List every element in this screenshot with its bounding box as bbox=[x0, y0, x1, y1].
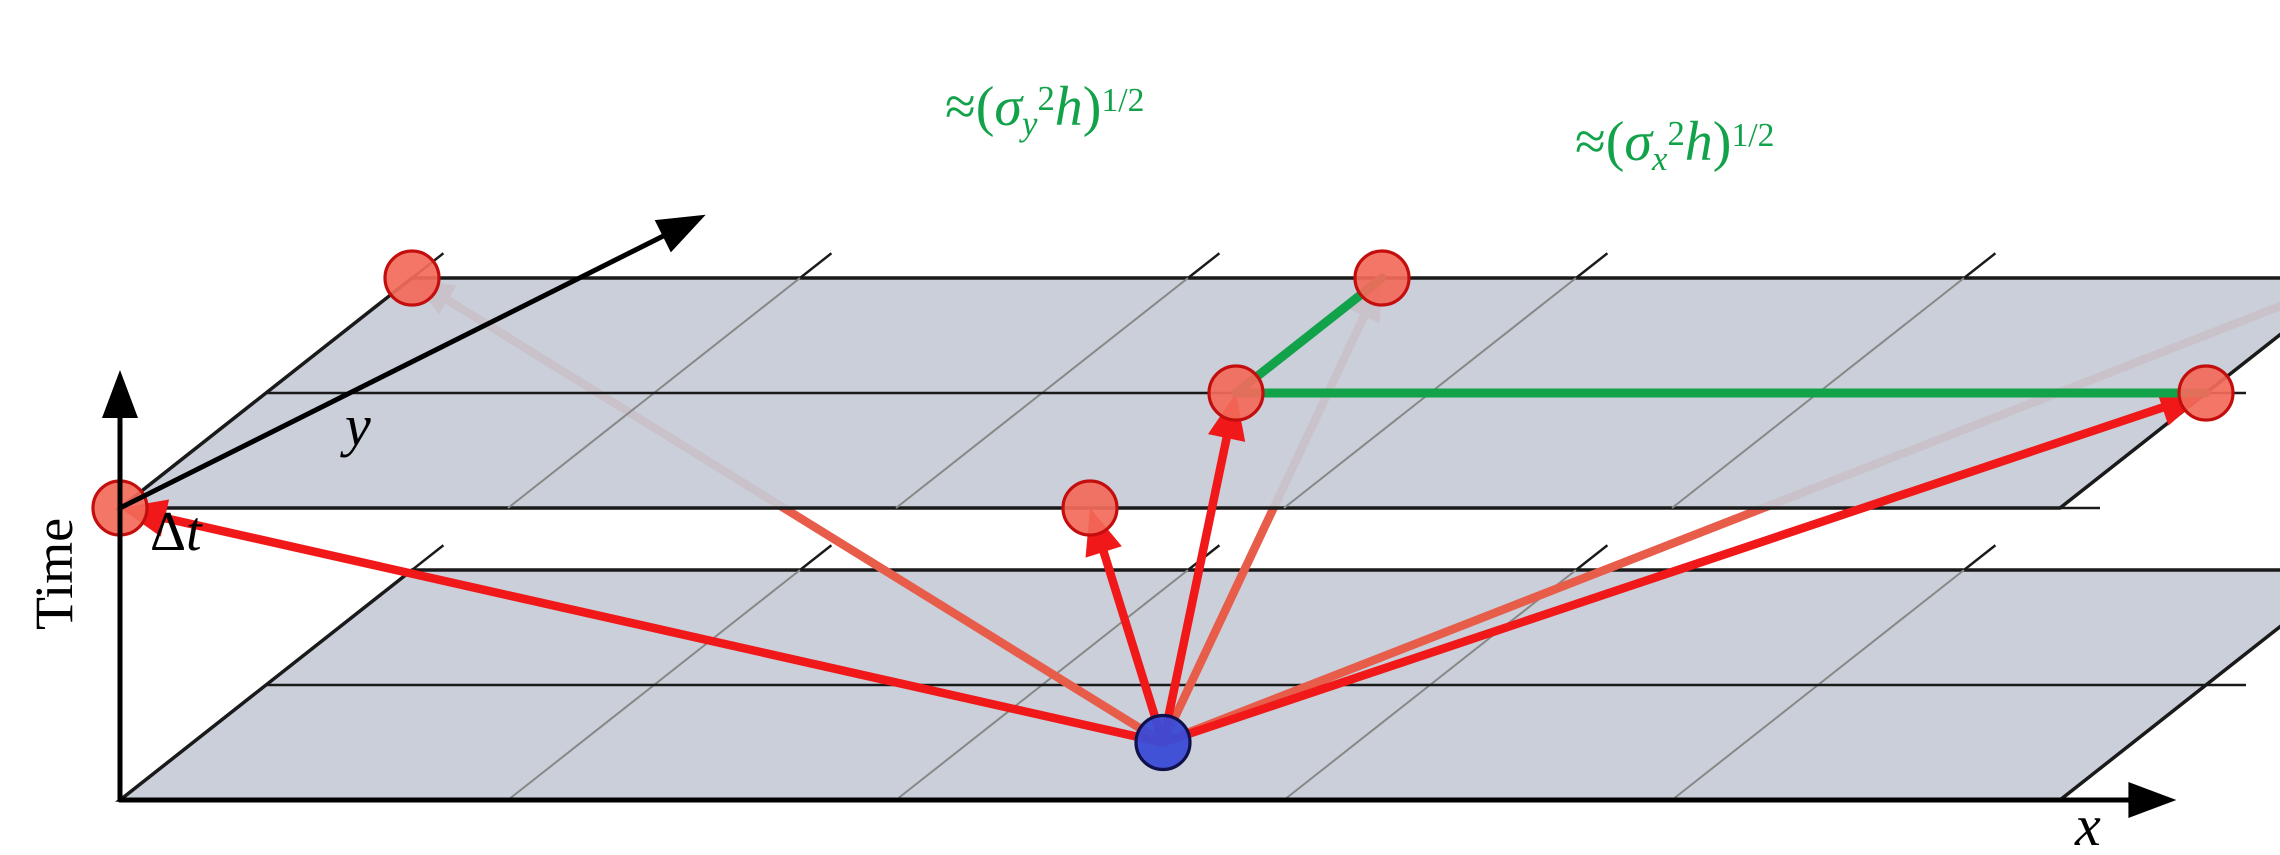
axis-label-y: y bbox=[340, 393, 371, 458]
delta-t-label: Δt bbox=[150, 501, 203, 563]
axis-label-x: x bbox=[2074, 793, 2101, 855]
target-node bbox=[1063, 481, 1117, 535]
grid-plane-level-1 bbox=[120, 253, 2280, 508]
sigma-x-label: ≈(σx2h)1/2 bbox=[1575, 111, 1774, 178]
axis-label-time: Time bbox=[24, 518, 84, 630]
target-node bbox=[1355, 251, 1409, 305]
source-node bbox=[1136, 716, 1190, 770]
target-node bbox=[385, 251, 439, 305]
diagram-svg: Time x y Δt ≈(σy2h)1/2 ≈(σx2h)1/2 bbox=[0, 0, 2280, 855]
target-node bbox=[2179, 366, 2233, 420]
sigma-y-label: ≈(σy2h)1/2 bbox=[945, 76, 1144, 143]
target-node bbox=[1209, 366, 1263, 420]
